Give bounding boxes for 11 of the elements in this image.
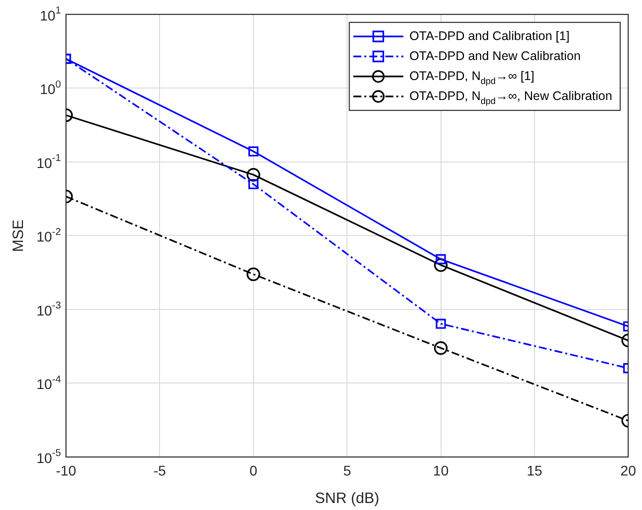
x-tick-label: 20 — [620, 462, 636, 478]
x-tick-label: 15 — [526, 462, 543, 478]
x-axis-title: SNR (dB) — [315, 490, 380, 508]
x-tick-label: -5 — [153, 462, 166, 478]
y-axis-title: MSE — [10, 219, 28, 252]
legend-label: OTA-DPD and New Calibration — [409, 48, 581, 63]
x-tick-label: 5 — [343, 462, 352, 478]
x-tick-label: -10 — [56, 462, 76, 478]
x-tick-label: 10 — [433, 462, 449, 478]
legend-label: OTA-DPD and Calibration [1] — [409, 28, 570, 43]
x-tick-label: 0 — [250, 462, 258, 478]
